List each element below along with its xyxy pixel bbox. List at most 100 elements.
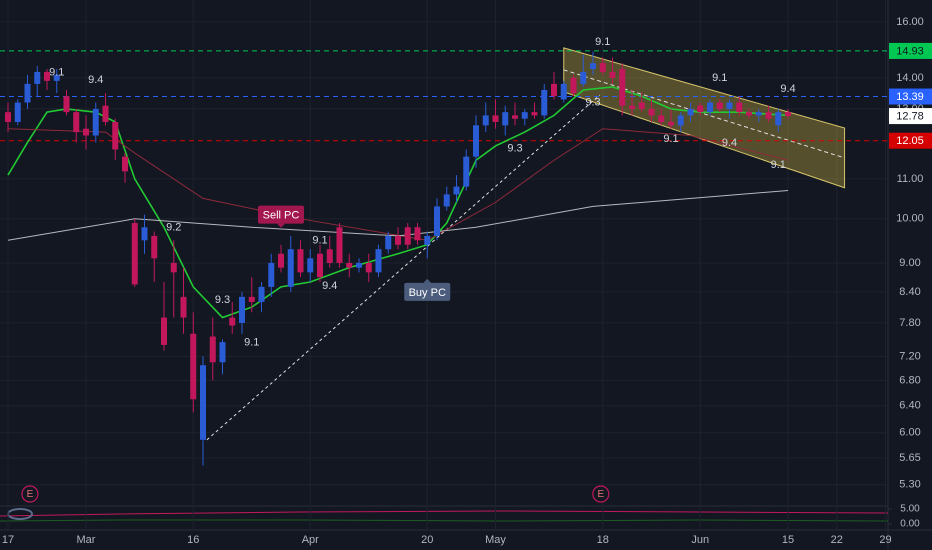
candle-body: [560, 83, 567, 100]
candle-body: [44, 71, 50, 81]
annotation: 9.4: [88, 74, 103, 86]
annotation: 9.3: [585, 97, 600, 109]
price-label: 12.78: [896, 110, 924, 122]
annotation: 9.1: [312, 235, 327, 247]
price-label-box: [889, 132, 932, 149]
y-tick-label: 8.40: [899, 286, 920, 298]
event-marker: [21, 485, 39, 503]
candle-body: [219, 342, 226, 363]
y-tick-label: 6.80: [899, 374, 920, 386]
price-label: 14.93: [896, 45, 924, 57]
candle-body: [677, 115, 684, 126]
candle-body: [180, 296, 187, 318]
price-label-box: [889, 42, 932, 59]
candle-body: [317, 253, 323, 278]
annotation: 9.1: [712, 72, 727, 84]
indicator-lines: [0, 508, 889, 522]
price-label-box: [889, 88, 932, 105]
candle-body: [512, 115, 518, 119]
candle-body: [541, 90, 548, 116]
candle-body: [73, 112, 80, 133]
annotation: 9.3: [507, 143, 522, 155]
y-tick-label: 7.20: [899, 350, 920, 362]
signal-pointer: [277, 223, 285, 228]
candle-body: [161, 317, 167, 345]
candle-body: [83, 128, 89, 136]
candle-body: [190, 333, 197, 400]
candle-body: [365, 262, 372, 273]
candle-body: [590, 63, 596, 69]
signal-box: [404, 282, 451, 301]
x-tick-label: Jun: [691, 534, 709, 546]
x-tick-label: Mar: [77, 534, 96, 546]
candle-body: [648, 108, 655, 116]
annotation: 9.1: [663, 133, 678, 145]
candle-body: [609, 71, 616, 78]
annotation: 9.1: [771, 159, 786, 171]
price-label-box: [889, 108, 932, 125]
x-tick-label: 15: [782, 534, 794, 546]
y-tick-label: 11.00: [897, 173, 924, 185]
candle-body: [229, 317, 236, 326]
candle-body: [434, 206, 440, 236]
annotation: 9.1: [49, 67, 64, 79]
candle-body: [570, 77, 577, 94]
candle-body: [551, 83, 557, 97]
candle-body: [521, 112, 528, 119]
candle-body: [63, 96, 70, 113]
y-tick-label: 14.00: [896, 72, 924, 84]
candle-body: [785, 112, 791, 117]
signal-box: [258, 205, 304, 224]
candle-body: [326, 249, 333, 263]
candle-body: [473, 125, 479, 157]
event-label: E: [27, 489, 34, 500]
x-tick-label: 29: [879, 534, 891, 546]
candle-body: [502, 112, 509, 126]
y-tick-label: 5.30: [899, 479, 920, 491]
candle-body: [122, 156, 128, 172]
candle-body: [200, 365, 206, 440]
candle-body: [755, 112, 762, 116]
candle-body: [658, 115, 665, 123]
candle-body: [385, 235, 392, 250]
candle-body: [775, 112, 782, 126]
annotation: 9.1: [595, 36, 610, 48]
candle-body: [492, 115, 499, 123]
signal-label: Buy PC: [409, 287, 446, 299]
y-tick-label: 16.00: [896, 16, 924, 28]
candle-body: [92, 108, 99, 136]
candle-body: [170, 262, 177, 273]
candle-body: [765, 112, 772, 119]
candle-body: [356, 262, 362, 268]
candle-body: [258, 286, 265, 302]
candle-body: [346, 262, 353, 268]
candle-body: [746, 112, 752, 116]
candle-body: [53, 74, 60, 81]
candle-body: [726, 102, 733, 109]
lower-tick-label: 0.00: [900, 519, 920, 530]
candle-body: [297, 249, 304, 273]
candle-body: [112, 122, 119, 150]
x-tick-label: 16: [187, 534, 199, 546]
x-tick-label: 17: [2, 534, 14, 546]
channel: [563, 47, 846, 189]
annotation: 9.4: [322, 280, 337, 292]
candle-body: [414, 227, 421, 241]
candle-body: [131, 223, 138, 285]
candle-body: [14, 102, 21, 123]
lower-tick-label: 5.00: [900, 504, 920, 515]
candle-body: [404, 227, 411, 245]
candle-body: [443, 194, 450, 207]
y-tick-label: 6.00: [899, 427, 920, 439]
candle-body: [268, 262, 275, 287]
y-tick-label: 5.65: [899, 452, 920, 464]
annotation: 9.4: [722, 137, 737, 149]
candle-body: [619, 68, 626, 106]
candle-body: [307, 258, 314, 273]
candle-body: [287, 249, 294, 287]
candle-body: [707, 102, 713, 113]
x-tick-label: May: [485, 534, 506, 546]
channel-midline: [563, 69, 845, 159]
candle-body: [278, 253, 284, 268]
